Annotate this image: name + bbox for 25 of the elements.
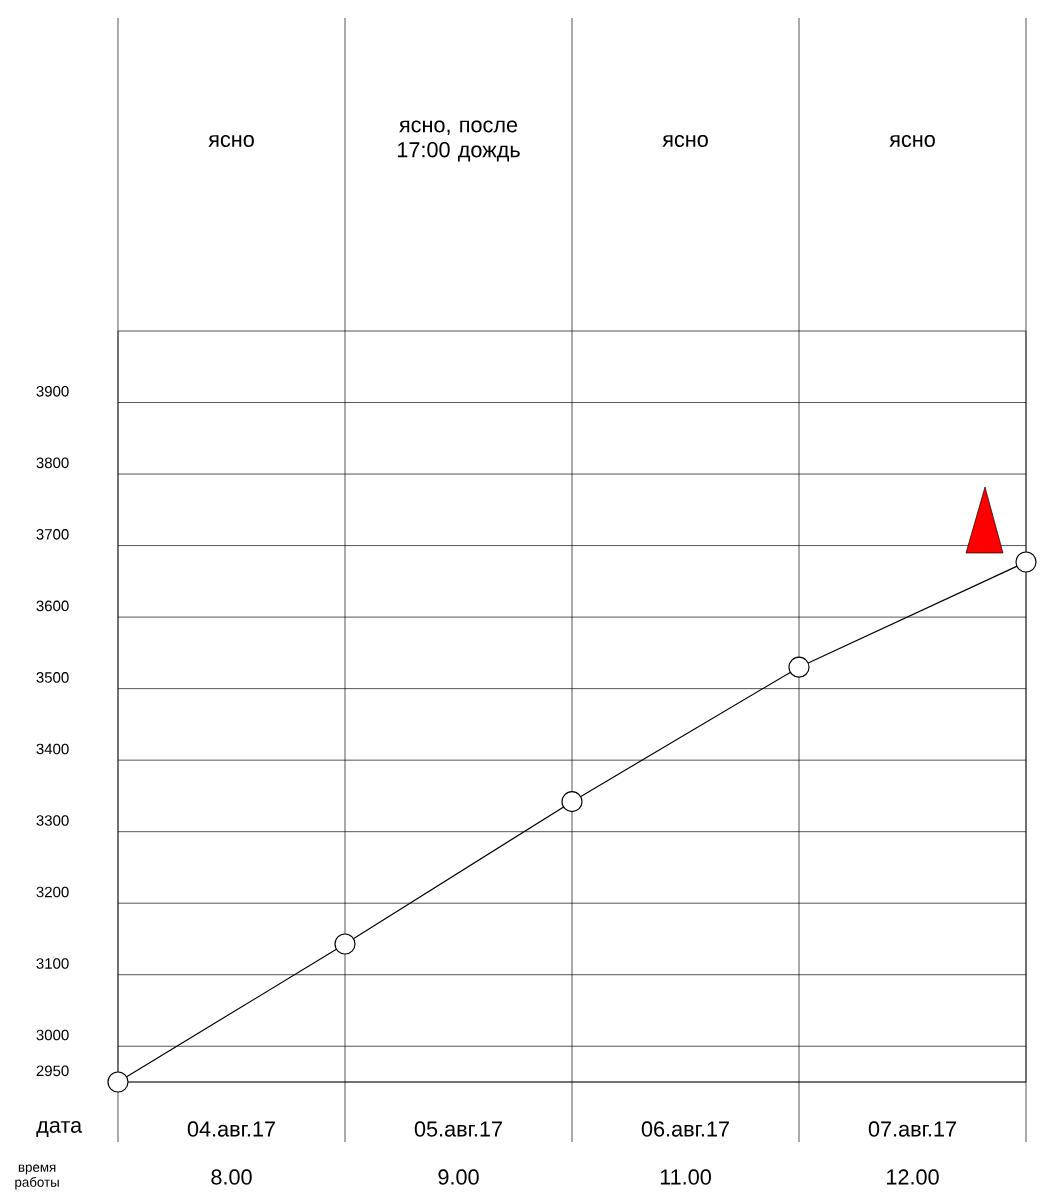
y-tick-label: 3100: [36, 958, 69, 969]
y-tick-label: 3500: [36, 672, 69, 683]
y-tick-label: 3000: [36, 1029, 69, 1041]
text: ясно: [662, 135, 708, 147]
y-tick-label: 3200: [36, 886, 69, 898]
text: ясно: [208, 135, 254, 147]
y-tick-label: 3300: [36, 815, 69, 826]
y-tick-label: 2950: [36, 1065, 69, 1077]
text: ясно: [889, 135, 935, 147]
text: 04.авг.17: [187, 1121, 275, 1137]
text: 07.авг.17: [868, 1121, 956, 1137]
y-tick-label: 3700: [36, 529, 69, 540]
text: 12.00: [887, 1169, 939, 1185]
text: время работы: [15, 1164, 59, 1190]
y-tick-label: 3900: [36, 386, 69, 397]
y-tick-label: 3400: [36, 743, 69, 755]
y-tick-label: 3800: [36, 457, 69, 469]
text: 06.авг.17: [641, 1121, 729, 1137]
text: ясно, после 17:00 дождь: [397, 120, 520, 162]
text: 9.00: [438, 1169, 479, 1185]
text: 11.00: [660, 1169, 711, 1185]
text: 8.00: [211, 1169, 252, 1185]
text: дата: [36, 1121, 83, 1137]
text: 05.авг.17: [414, 1121, 502, 1137]
y-tick-label: 3600: [36, 600, 69, 612]
